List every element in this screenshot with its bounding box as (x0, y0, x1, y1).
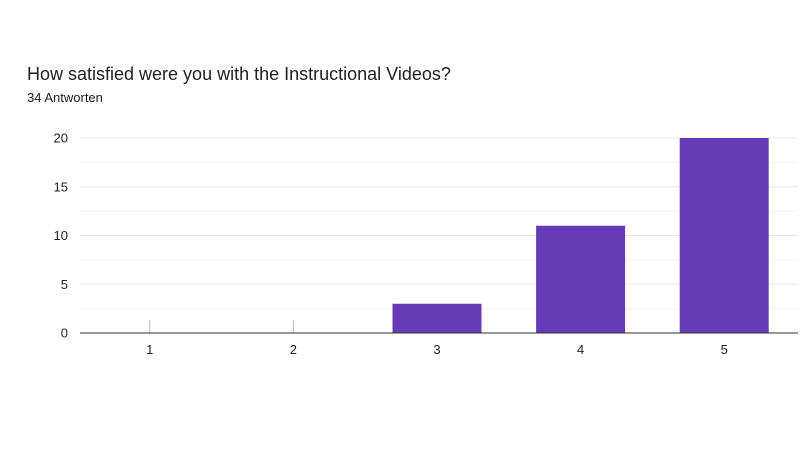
x-tick-label: 3 (433, 342, 440, 357)
y-tick-label: 5 (61, 277, 68, 292)
bar (536, 225, 626, 333)
y-tick-label: 20 (54, 131, 68, 146)
y-axis-ticks: 0 5 10 15 20 (54, 131, 68, 341)
x-tick-label: 4 (577, 342, 584, 357)
gridlines (80, 137, 798, 310)
y-tick-label: 0 (61, 326, 68, 341)
bar (679, 138, 769, 333)
x-tick-label: 5 (721, 342, 728, 357)
y-tick-label: 15 (54, 179, 68, 194)
response-count: 34 Antworten (27, 90, 103, 105)
y-tick-label: 10 (54, 228, 68, 243)
x-tick-label: 2 (290, 342, 297, 357)
question-title: How satisfied were you with the Instruct… (27, 64, 451, 84)
x-tick-label: 1 (146, 342, 153, 357)
bar (392, 303, 482, 333)
bars (149, 138, 769, 333)
x-axis-ticks: 1 2 3 4 5 (146, 342, 728, 357)
